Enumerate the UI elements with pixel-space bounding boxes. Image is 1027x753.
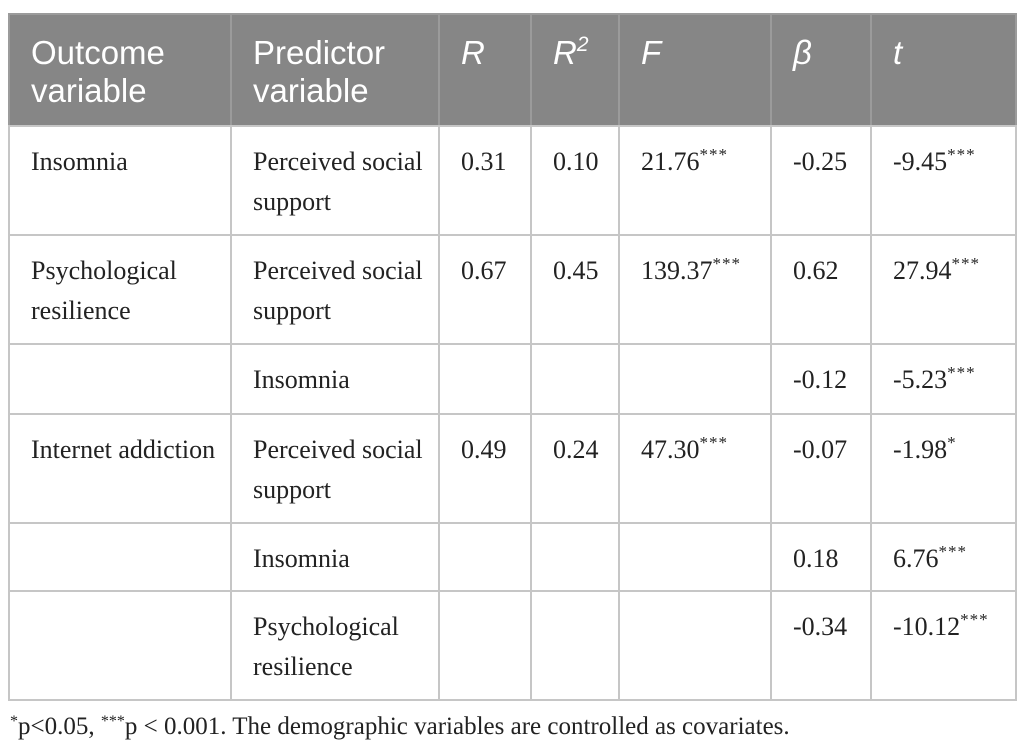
header-row: Outcome variable Predictor variable R R2… xyxy=(8,13,1017,127)
header-label: R xyxy=(461,34,485,71)
header-outcome-variable: Outcome variable xyxy=(8,13,232,127)
cell-r: 0.49 xyxy=(438,413,532,524)
header-label: β xyxy=(793,34,812,71)
cell-r: 0.67 xyxy=(438,234,532,345)
cell-t: -9.45*** xyxy=(870,125,1017,236)
value: 47.30 xyxy=(641,435,700,464)
cell-predictor-variable: Perceived social support xyxy=(230,234,440,345)
table-row-resilience-insomnia-predictor: Insomnia -0.12 -5.23*** xyxy=(8,343,1017,415)
table-row-addiction-insomnia-predictor: Insomnia 0.18 6.76*** xyxy=(8,522,1017,592)
header-r-squared-exponent: 2 xyxy=(576,33,589,56)
value: 21.76 xyxy=(641,147,700,176)
cell-predictor-variable: Insomnia xyxy=(230,343,440,415)
cell-t: -10.12*** xyxy=(870,590,1017,701)
cell-predictor-variable: Perceived social support xyxy=(230,413,440,524)
cell-predictor-variable: Perceived social support xyxy=(230,125,440,236)
value: 139.37 xyxy=(641,256,713,285)
cell-r-squared xyxy=(530,522,620,592)
header-r: R xyxy=(438,13,532,127)
cell-r xyxy=(438,343,532,415)
table-row-insomnia: Insomnia Perceived social support 0.31 0… xyxy=(8,125,1017,236)
header-label: t xyxy=(893,34,903,71)
significance-stars: *** xyxy=(947,363,976,382)
footnote-stars: *** xyxy=(100,713,125,730)
significance-footnote: *p<0.05, ***p < 0.001. The demographic v… xyxy=(10,711,790,745)
cell-beta: -0.07 xyxy=(770,413,872,524)
cell-f xyxy=(618,522,772,592)
significance-stars: * xyxy=(947,433,957,452)
significance-stars: *** xyxy=(699,433,728,452)
cell-beta: -0.34 xyxy=(770,590,872,701)
cell-outcome-variable: Insomnia xyxy=(8,125,232,236)
cell-f: 47.30*** xyxy=(618,413,772,524)
cell-f xyxy=(618,590,772,701)
cell-beta: -0.25 xyxy=(770,125,872,236)
cell-r-squared xyxy=(530,343,620,415)
value: 6.76 xyxy=(893,544,939,573)
cell-r-squared xyxy=(530,590,620,701)
footnote-text: p < 0.001. The demographic variables are… xyxy=(124,713,790,740)
value: -10.12 xyxy=(893,612,961,641)
table-row-addiction-resilience-predictor: Psychological resilience -0.34 -10.12*** xyxy=(8,590,1017,701)
table-row-internet-addiction: Internet addiction Perceived social supp… xyxy=(8,413,1017,524)
significance-stars: *** xyxy=(712,254,741,273)
header-predictor-variable: Predictor variable xyxy=(230,13,440,127)
header-f: F xyxy=(618,13,772,127)
header-label: F xyxy=(641,34,662,71)
cell-t: 27.94*** xyxy=(870,234,1017,345)
cell-outcome-variable: Internet addiction xyxy=(8,413,232,524)
header-beta: β xyxy=(770,13,872,127)
cell-r xyxy=(438,522,532,592)
header-label: Predictor variable xyxy=(253,34,386,109)
value: -5.23 xyxy=(893,365,948,394)
cell-outcome-variable xyxy=(8,522,232,592)
cell-beta: -0.12 xyxy=(770,343,872,415)
footnote-star: * xyxy=(10,713,18,730)
value: 27.94 xyxy=(893,256,952,285)
cell-outcome-variable xyxy=(8,590,232,701)
significance-stars: *** xyxy=(699,145,728,164)
cell-t: 6.76*** xyxy=(870,522,1017,592)
cell-beta: 0.62 xyxy=(770,234,872,345)
cell-outcome-variable: Psychological resilience xyxy=(8,234,232,345)
regression-results-table: Outcome variable Predictor variable R R2… xyxy=(8,13,1017,701)
cell-r xyxy=(438,590,532,701)
header-r-squared: R2 xyxy=(530,13,620,127)
cell-r-squared: 0.10 xyxy=(530,125,620,236)
cell-r: 0.31 xyxy=(438,125,532,236)
cell-predictor-variable: Insomnia xyxy=(230,522,440,592)
significance-stars: *** xyxy=(960,610,989,629)
value: -1.98 xyxy=(893,435,948,464)
table-row-psychological-resilience: Psychological resilience Perceived socia… xyxy=(8,234,1017,345)
cell-r-squared: 0.24 xyxy=(530,413,620,524)
value: -9.45 xyxy=(893,147,948,176)
cell-predictor-variable: Psychological resilience xyxy=(230,590,440,701)
cell-beta: 0.18 xyxy=(770,522,872,592)
cell-outcome-variable xyxy=(8,343,232,415)
significance-stars: *** xyxy=(947,145,976,164)
cell-f xyxy=(618,343,772,415)
header-t: t xyxy=(870,13,1017,127)
cell-t: -5.23*** xyxy=(870,343,1017,415)
cell-f: 139.37*** xyxy=(618,234,772,345)
cell-t: -1.98* xyxy=(870,413,1017,524)
cell-f: 21.76*** xyxy=(618,125,772,236)
header-label: R xyxy=(553,34,577,71)
header-label: Outcome variable xyxy=(31,34,165,109)
significance-stars: *** xyxy=(938,542,967,561)
cell-r-squared: 0.45 xyxy=(530,234,620,345)
significance-stars: *** xyxy=(951,254,980,273)
footnote-text: p<0.05, xyxy=(18,713,101,740)
